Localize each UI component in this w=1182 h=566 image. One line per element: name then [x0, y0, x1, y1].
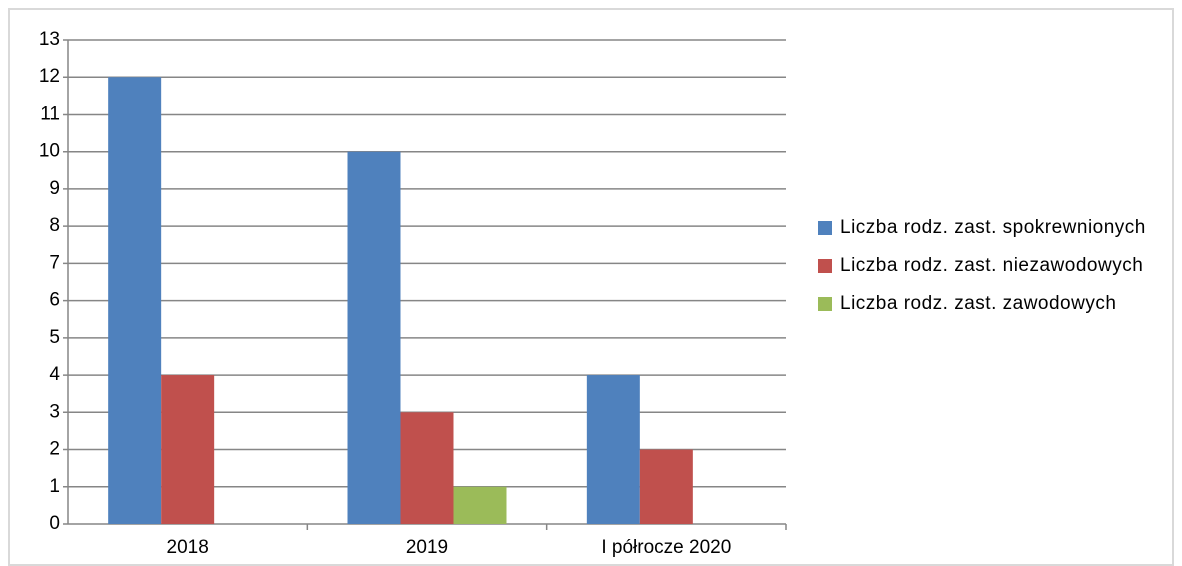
x-tick-label: 2018 [167, 537, 209, 558]
y-tick-label: 8 [49, 215, 60, 236]
y-tick-label: 13 [39, 29, 60, 50]
bar [453, 486, 507, 524]
y-tick-label: 6 [49, 290, 60, 311]
legend: Liczba rodz. zast. spokrew­nionych Liczba… [818, 212, 1178, 326]
y-tick-label: 5 [49, 327, 60, 348]
legend-swatch [818, 297, 832, 311]
y-tick-label: 11 [40, 103, 60, 124]
y-tick-label: 1 [49, 476, 60, 497]
legend-entry: Liczba rodz. zast. zawodowych [818, 288, 1178, 320]
x-tick-label: 2019 [406, 537, 448, 558]
y-tick-label: 12 [39, 66, 60, 87]
y-tick-label: 7 [49, 252, 60, 273]
y-tick-label: 2 [49, 439, 60, 460]
chart-border [8, 8, 1174, 566]
y-tick-label: 9 [49, 178, 60, 199]
y-tick-label: 10 [39, 141, 60, 162]
bar [586, 375, 640, 524]
bar [161, 375, 215, 524]
legend-swatch [818, 221, 832, 235]
bar [108, 77, 162, 524]
legend-label: Liczba rodz. zast. zawodowych [840, 293, 1117, 314]
y-tick-label: 4 [49, 364, 60, 385]
legend-label: Liczba rodz. zast. spokrew­nionych [840, 217, 1146, 238]
bar [400, 412, 454, 524]
bar [347, 151, 401, 524]
legend-swatch [818, 259, 832, 273]
legend-entry: Liczba rodz. zast. niezawo­dowych [818, 250, 1178, 282]
bar [639, 449, 693, 524]
y-tick-label: 0 [49, 513, 60, 534]
y-tick-label: 3 [49, 401, 60, 422]
x-tick-label: I półrocze 2020 [601, 537, 731, 558]
legend-entry: Liczba rodz. zast. spokrew­nionych [818, 212, 1178, 244]
legend-label: Liczba rodz. zast. niezawo­dowych [840, 255, 1144, 276]
